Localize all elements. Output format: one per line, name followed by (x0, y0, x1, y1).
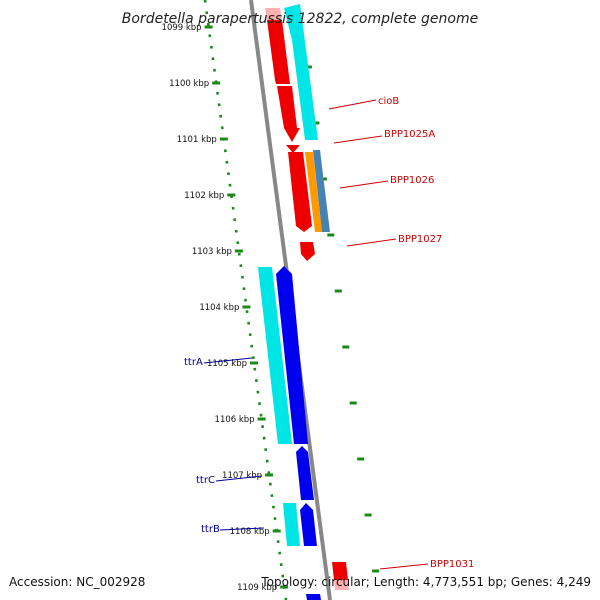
outer-ring-tick (357, 457, 365, 461)
outer-ring-tick (349, 401, 357, 405)
kbp-tick-label: 1108 kbp (230, 527, 270, 537)
outer-ring-tick (372, 569, 380, 573)
kbp-tick-label: 1102 kbp (184, 191, 224, 201)
kbp-tick-label: 1104 kbp (199, 303, 239, 313)
gene-label-ttrc: ttrC (196, 475, 215, 486)
kbp-tick-label: 1101 kbp (177, 135, 217, 145)
kbp-tick-label: 1109 kbp (237, 583, 277, 593)
gene-label-bpp1027: BPP1027 (398, 234, 442, 245)
kbp-tick-mark (250, 361, 258, 365)
cyan-feature-top (284, 4, 318, 140)
gene-red-2 (277, 86, 300, 142)
kbp-tick-label: 1106 kbp (215, 415, 255, 425)
tick-labels: 1099 kbp 1100 kbp 1101 kbp 1102 kbp 1103 kbp… (162, 23, 278, 593)
kbp-tick-label: 1103 kbp (192, 247, 232, 257)
leader-line (333, 135, 383, 144)
outer-ring-tick (364, 513, 372, 517)
gene-label-bpp1031: BPP1031 (430, 559, 474, 570)
kbp-tick-label: 1100 kbp (169, 79, 209, 89)
leader-line (328, 99, 377, 110)
outer-ring-tick (327, 233, 335, 237)
kbp-tick-mark (204, 25, 213, 29)
cyan-feature-low (283, 503, 300, 546)
kbp-tick-mark (219, 137, 228, 141)
kbp-tick-mark (265, 473, 274, 477)
kbp-tick-label: 1105 kbp (207, 359, 247, 369)
inner-dotted-ring (203, 0, 288, 600)
gene-blue-3 (300, 503, 317, 546)
kbp-tick-mark (242, 305, 251, 309)
kbp-tick-mark (227, 193, 236, 197)
gene-red-bottom (332, 562, 348, 580)
gene-label-ttra: ttrA (184, 357, 203, 368)
topology-text: Topology: circular; Length: 4,773,551 bp… (260, 575, 591, 589)
gene-label-bpp1026: BPP1026 (390, 175, 434, 186)
kbp-tick-mark (212, 81, 221, 85)
leader-line (203, 357, 253, 364)
gene-steelblue (313, 150, 330, 232)
gene-label-bpp1025a: BPP1025A (384, 129, 435, 140)
kbp-tick-mark (257, 417, 266, 421)
gene-orange (305, 152, 322, 232)
leader-line (379, 563, 429, 570)
gene-red-5 (300, 242, 315, 261)
gene-blue-2 (296, 446, 314, 500)
accession-text: Accession: NC_002928 (9, 575, 145, 589)
kbp-tick-label: 1107 kbp (222, 471, 262, 481)
leader-line (215, 475, 263, 482)
kbp-tick-mark (234, 249, 243, 253)
gene-pink-top (265, 8, 282, 20)
leader-line (346, 238, 397, 247)
rna-features (258, 4, 318, 546)
outer-ring-tick (304, 65, 312, 69)
map-title: Bordetella parapertussis 12822, complete… (122, 11, 478, 27)
outer-ring-tick (342, 345, 350, 349)
kbp-tick-label: 1099 kbp (162, 23, 202, 33)
kbp-tick-mark (272, 529, 281, 533)
gene-blue-bottom (306, 594, 321, 600)
forward-genes (265, 8, 349, 590)
kbp-tick-mark (280, 585, 289, 589)
gene-label-ttrb: ttrB (201, 524, 220, 535)
right-gene-labels: cioB BPP1025A BPP1026 BPP1027 BPP1031 (328, 96, 474, 570)
left-gene-labels: ttrA ttrC ttrB (184, 357, 265, 535)
tick-marks (204, 25, 380, 589)
gene-pink-bottom (334, 580, 349, 590)
outer-ring-tick (312, 121, 320, 125)
gene-red-4 (288, 152, 312, 232)
leader-line (339, 180, 389, 189)
reverse-genes (276, 266, 321, 600)
gene-blue-1 (276, 266, 308, 444)
gene-label-ciob: cioB (378, 96, 399, 107)
leader-line (219, 527, 265, 531)
gene-red-3 (286, 145, 300, 153)
outer-ring-tick (334, 289, 342, 293)
gene-red-1 (267, 20, 290, 84)
cyan-feature-mid (258, 267, 292, 444)
